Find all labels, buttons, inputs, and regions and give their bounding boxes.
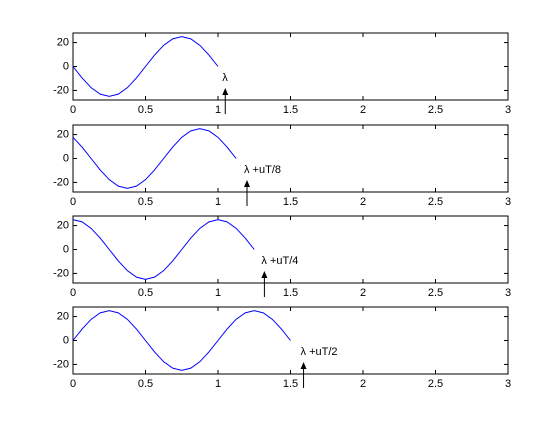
y-tick-label: 20 (57, 219, 69, 231)
x-tick-label: 0.5 (138, 378, 153, 390)
x-tick-label: 3 (505, 196, 511, 208)
x-tick-label: 1 (215, 287, 221, 299)
annotation-text: λ (222, 72, 228, 84)
axes-box (72, 124, 509, 193)
y-tick-label: -20 (53, 84, 69, 96)
y-tick-label: 20 (57, 310, 69, 322)
x-tick-label: 1.5 (283, 104, 298, 116)
line-series (72, 219, 255, 280)
x-tick-label: 1.5 (283, 287, 298, 299)
annotation-arrowhead (261, 271, 268, 278)
annotation-arrowhead (300, 362, 307, 369)
x-tick-label: 2 (360, 378, 366, 390)
x-tick-label: 2 (360, 196, 366, 208)
x-tick-label: 3 (505, 378, 511, 390)
x-tick-label: 2.5 (428, 378, 443, 390)
axes-box (72, 215, 509, 284)
annotation-text: λ +uT/8 (244, 164, 281, 176)
x-tick-label: 1 (215, 104, 221, 116)
x-tick-label: 2 (360, 287, 366, 299)
x-tick-label: 0 (70, 378, 76, 390)
annotation-arrowhead (222, 88, 229, 95)
y-tick-label: 0 (63, 334, 69, 346)
line-series (72, 128, 237, 189)
x-tick-label: 2 (360, 104, 366, 116)
x-tick-label: 2.5 (428, 196, 443, 208)
line-series (72, 310, 291, 371)
x-tick-label: 1.5 (283, 196, 298, 208)
x-tick-label: 0 (70, 196, 76, 208)
annotation-text: λ +uT/2 (301, 346, 338, 358)
x-tick-label: 0 (70, 287, 76, 299)
x-tick-label: 2.5 (428, 287, 443, 299)
x-tick-label: 0 (70, 104, 76, 116)
annotation-text: λ +uT/4 (261, 255, 298, 267)
x-tick-label: 1 (215, 378, 221, 390)
y-tick-label: 0 (63, 243, 69, 255)
x-tick-label: 3 (505, 287, 511, 299)
axes-box (72, 32, 509, 101)
annotation-arrowhead (244, 180, 250, 187)
line-series (72, 36, 219, 97)
y-tick-label: -20 (53, 176, 69, 188)
x-tick-label: 0.5 (138, 104, 153, 116)
y-tick-label: -20 (53, 267, 69, 279)
x-tick-label: 0.5 (138, 196, 153, 208)
x-tick-label: 1.5 (283, 378, 298, 390)
y-tick-label: 20 (57, 36, 69, 48)
x-tick-label: 3 (505, 104, 511, 116)
x-tick-label: 2.5 (428, 104, 443, 116)
y-tick-label: 20 (57, 128, 69, 140)
y-tick-label: -20 (53, 358, 69, 370)
y-tick-label: 0 (63, 152, 69, 164)
x-tick-label: 0.5 (138, 287, 153, 299)
y-tick-label: 0 (63, 60, 69, 72)
x-tick-label: 1 (215, 196, 221, 208)
